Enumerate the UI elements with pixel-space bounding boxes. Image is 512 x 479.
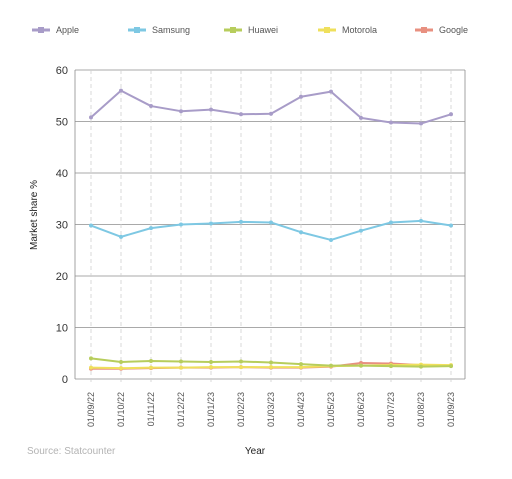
data-point[interactable] <box>329 363 333 368</box>
legend-marker <box>134 27 140 33</box>
chart-series <box>89 88 453 371</box>
x-tick-label: 01/01/23 <box>206 392 216 427</box>
y-tick-label: 40 <box>56 168 68 180</box>
legend-marker <box>230 27 236 33</box>
x-tick-label: 01/04/23 <box>296 392 306 427</box>
data-point[interactable] <box>209 365 213 370</box>
source-note: Source: Statcounter <box>27 446 116 457</box>
data-point[interactable] <box>449 364 453 369</box>
y-tick-label: 10 <box>56 323 68 335</box>
data-point[interactable] <box>269 365 273 370</box>
data-point[interactable] <box>89 223 93 228</box>
data-point[interactable] <box>239 359 243 364</box>
x-tick-label: 01/09/22 <box>86 392 96 427</box>
data-point[interactable] <box>119 88 123 93</box>
x-tick-label: 01/03/23 <box>266 392 276 427</box>
data-point[interactable] <box>239 112 243 117</box>
data-point[interactable] <box>359 115 363 120</box>
data-point[interactable] <box>359 228 363 233</box>
data-point[interactable] <box>149 104 153 109</box>
data-point[interactable] <box>269 111 273 116</box>
data-point[interactable] <box>299 94 303 99</box>
data-point[interactable] <box>149 226 153 231</box>
legend-item-motorola[interactable]: Motorola <box>318 25 377 35</box>
data-point[interactable] <box>179 365 183 370</box>
data-point[interactable] <box>269 220 273 225</box>
data-point[interactable] <box>389 120 393 125</box>
data-point[interactable] <box>89 365 93 370</box>
x-tick-label: 01/11/22 <box>146 392 156 426</box>
legend-marker <box>38 27 44 33</box>
data-point[interactable] <box>419 121 423 126</box>
data-point[interactable] <box>209 221 213 226</box>
legend-item-samsung[interactable]: Samsung <box>128 25 190 35</box>
chart-legend: Apple Samsung Huawei Motorola Google <box>32 25 468 35</box>
data-point[interactable] <box>119 366 123 371</box>
y-axis-label: Market share % <box>29 180 40 250</box>
data-point[interactable] <box>299 362 303 367</box>
data-point[interactable] <box>359 363 363 368</box>
data-point[interactable] <box>419 218 423 223</box>
x-tick-label: 01/08/23 <box>416 392 426 427</box>
data-point[interactable] <box>329 89 333 94</box>
x-tick-label: 01/10/22 <box>116 392 126 427</box>
data-point[interactable] <box>149 358 153 363</box>
data-point[interactable] <box>209 360 213 365</box>
x-tick-label: 01/09/23 <box>446 392 456 427</box>
y-tick-label: 50 <box>56 117 68 129</box>
data-point[interactable] <box>149 365 153 370</box>
data-point[interactable] <box>209 107 213 112</box>
data-point[interactable] <box>419 364 423 369</box>
x-axis-ticks: 01/09/22 01/10/22 01/11/22 01/12/22 01/01/23… <box>86 392 456 427</box>
data-point[interactable] <box>449 112 453 117</box>
data-point[interactable] <box>389 364 393 369</box>
y-axis-ticks: 0 10 20 30 40 50 60 <box>56 65 68 386</box>
y-tick-label: 20 <box>56 271 68 283</box>
data-point[interactable] <box>179 359 183 364</box>
legend-label: Motorola <box>342 25 377 35</box>
data-point[interactable] <box>179 222 183 227</box>
y-tick-label: 60 <box>56 65 68 77</box>
x-axis-label: Year <box>245 446 266 457</box>
series-apple <box>89 88 453 126</box>
y-tick-label: 30 <box>56 220 68 232</box>
legend-label: Google <box>439 25 468 35</box>
series-huawei <box>89 356 453 369</box>
data-point[interactable] <box>329 237 333 242</box>
legend-label: Apple <box>56 25 79 35</box>
data-point[interactable] <box>179 109 183 114</box>
legend-label: Samsung <box>152 25 190 35</box>
legend-item-google[interactable]: Google <box>415 25 468 35</box>
data-point[interactable] <box>449 223 453 228</box>
x-tick-label: 01/12/22 <box>176 392 186 427</box>
data-point[interactable] <box>239 219 243 224</box>
data-point[interactable] <box>119 360 123 365</box>
x-tick-label: 01/05/23 <box>326 392 336 427</box>
data-point[interactable] <box>269 360 273 365</box>
legend-item-apple[interactable]: Apple <box>32 25 79 35</box>
y-tick-label: 0 <box>62 374 68 386</box>
legend-marker <box>421 27 427 33</box>
legend-marker <box>324 27 330 33</box>
series-samsung <box>89 218 453 242</box>
data-point[interactable] <box>119 234 123 239</box>
x-tick-label: 01/02/23 <box>236 392 246 427</box>
data-point[interactable] <box>299 230 303 235</box>
legend-item-huawei[interactable]: Huawei <box>224 25 278 35</box>
x-tick-label: 01/07/23 <box>386 392 396 427</box>
legend-label: Huawei <box>248 25 278 35</box>
data-point[interactable] <box>89 356 93 361</box>
chart-grid <box>74 69 466 382</box>
data-point[interactable] <box>89 115 93 120</box>
x-tick-label: 01/06/23 <box>356 392 366 427</box>
data-point[interactable] <box>299 365 303 370</box>
data-point[interactable] <box>239 365 243 370</box>
data-point[interactable] <box>389 220 393 225</box>
